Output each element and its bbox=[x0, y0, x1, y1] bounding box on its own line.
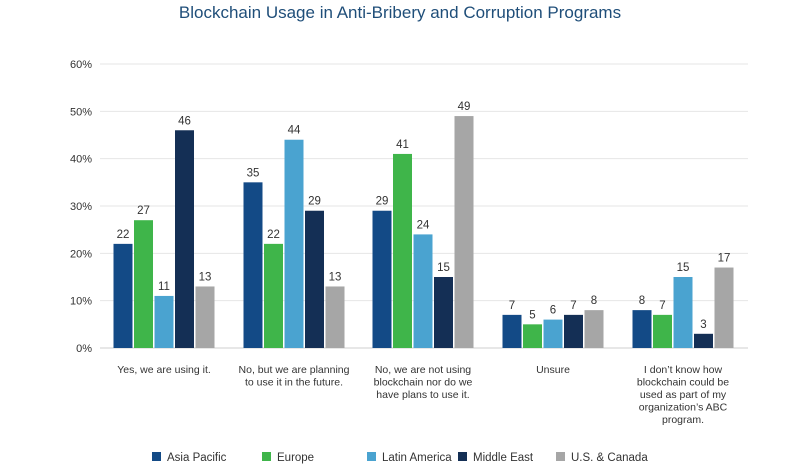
data-label: 3 bbox=[700, 319, 706, 331]
y-tick-label: 50% bbox=[70, 106, 92, 118]
data-label: 11 bbox=[158, 281, 170, 293]
bar bbox=[502, 314, 522, 348]
data-label: 27 bbox=[137, 205, 150, 217]
data-label: 6 bbox=[550, 305, 556, 317]
data-label: 13 bbox=[329, 271, 342, 283]
legend-label: Europe bbox=[277, 452, 314, 464]
y-tick-label: 20% bbox=[70, 248, 92, 260]
bar bbox=[264, 243, 283, 348]
data-label: 17 bbox=[718, 253, 731, 265]
bar bbox=[454, 116, 474, 348]
category-label: No, we are not using blockchain nor do we… bbox=[374, 364, 473, 401]
legend-label: Middle East bbox=[473, 452, 534, 464]
data-label: 35 bbox=[247, 167, 260, 179]
legend-item: U.S. & Canada bbox=[556, 452, 648, 464]
bar bbox=[154, 295, 174, 348]
legend-swatch bbox=[556, 452, 565, 461]
legend-label: Asia Pacific bbox=[167, 452, 227, 464]
y-tick-label: 0% bbox=[76, 343, 92, 355]
bar bbox=[523, 324, 542, 348]
data-label: 41 bbox=[396, 139, 409, 151]
data-label: 29 bbox=[376, 196, 389, 208]
legend-item: Asia Pacific bbox=[152, 452, 227, 464]
legend-item: Middle East bbox=[458, 452, 534, 464]
bar bbox=[653, 314, 672, 348]
bar bbox=[543, 319, 563, 348]
bar bbox=[284, 139, 304, 348]
data-label: 7 bbox=[570, 300, 576, 312]
bar bbox=[175, 130, 194, 348]
data-label: 46 bbox=[178, 115, 191, 127]
bar bbox=[372, 210, 392, 348]
legend-item: Europe bbox=[262, 452, 314, 464]
category-label: Unsure bbox=[536, 364, 570, 376]
bar bbox=[632, 310, 652, 348]
legend-swatch bbox=[152, 452, 161, 461]
data-label: 5 bbox=[529, 309, 535, 321]
data-label: 15 bbox=[437, 262, 450, 274]
y-axis-ticks: 0% 10% 20% 30% 40% 50% 60% bbox=[70, 59, 92, 355]
data-label: 44 bbox=[288, 125, 301, 137]
legend-swatch bbox=[458, 452, 467, 461]
y-tick-label: 40% bbox=[70, 154, 92, 166]
bar bbox=[243, 182, 263, 348]
data-label: 13 bbox=[199, 271, 212, 283]
data-label: 24 bbox=[417, 219, 430, 231]
legend-swatch bbox=[262, 452, 271, 461]
y-tick-label: 10% bbox=[70, 296, 92, 308]
data-label: 29 bbox=[308, 196, 321, 208]
data-label: 49 bbox=[458, 101, 471, 113]
legend-swatch bbox=[367, 452, 376, 461]
bar bbox=[113, 243, 133, 348]
bar bbox=[325, 286, 345, 348]
bar bbox=[305, 210, 324, 348]
bars bbox=[113, 116, 734, 348]
legend-item: Latin America bbox=[367, 452, 452, 464]
data-label: 22 bbox=[267, 229, 280, 241]
bar bbox=[673, 277, 693, 348]
bar bbox=[134, 220, 153, 348]
bar bbox=[393, 153, 412, 348]
data-label: 7 bbox=[659, 300, 665, 312]
data-label: 8 bbox=[639, 295, 645, 307]
category-label: I don’t know how blockchain could be used … bbox=[637, 364, 729, 426]
y-tick-label: 30% bbox=[70, 201, 92, 213]
bar bbox=[714, 267, 734, 348]
data-label: 15 bbox=[677, 262, 690, 274]
bar bbox=[694, 333, 713, 348]
legend-label: U.S. & Canada bbox=[571, 452, 648, 464]
data-label: 7 bbox=[509, 300, 515, 312]
y-tick-label: 60% bbox=[70, 59, 92, 71]
data-label: 22 bbox=[117, 229, 130, 241]
bar bbox=[564, 314, 583, 348]
bar bbox=[584, 310, 604, 348]
category-label: Yes, we are using it. bbox=[117, 364, 211, 376]
category-labels: Yes, we are using it. No, but we are plan… bbox=[117, 364, 729, 426]
legend: Asia Pacific Europe Latin America Middle Ea… bbox=[152, 452, 648, 464]
category-label: No, but we are planning to use it in the … bbox=[239, 364, 350, 389]
data-label: 8 bbox=[591, 295, 597, 307]
bar bbox=[434, 277, 453, 348]
legend-label: Latin America bbox=[382, 452, 452, 464]
data-labels: 22 35 29 7 8 27 22 41 5 7 11 44 24 6 15 46 29 15 7 3 13 13 49 8… bbox=[117, 101, 731, 331]
bar bbox=[413, 234, 433, 348]
chart-title: Blockchain Usage in Anti-Bribery and Cor… bbox=[179, 3, 621, 22]
bar bbox=[195, 286, 215, 348]
